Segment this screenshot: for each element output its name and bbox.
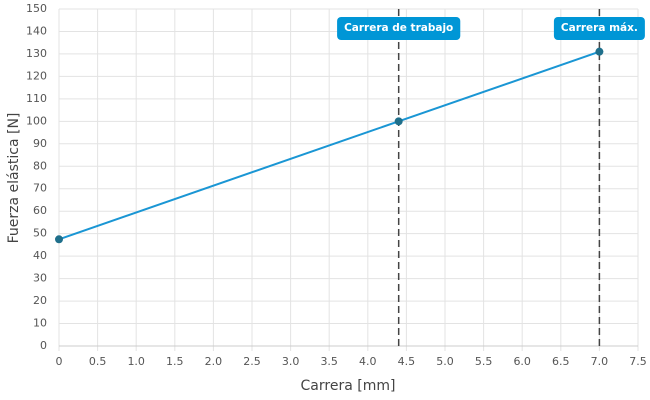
- x-tick-label: 2.5: [243, 355, 261, 368]
- y-tick-label: 110: [26, 92, 47, 105]
- x-tick-label: 4.5: [398, 355, 416, 368]
- point: [394, 117, 403, 126]
- y-tick-label: 50: [33, 227, 47, 240]
- x-tick-label: 1.5: [166, 355, 184, 368]
- x-tick-label: 3.5: [320, 355, 338, 368]
- annotation-label: Carrera de trabajo: [344, 22, 453, 34]
- x-tick-label: 0.5: [89, 355, 107, 368]
- y-tick-label: 140: [26, 24, 47, 37]
- y-tick-label: 80: [33, 159, 47, 172]
- x-tick-label: 5.5: [475, 355, 493, 368]
- y-tick-label: 120: [26, 69, 47, 82]
- point: [55, 235, 63, 244]
- x-axis-title: Carrera [mm]: [301, 378, 396, 394]
- y-tick-label: 0: [40, 339, 47, 352]
- y-tick-label: 100: [26, 114, 47, 127]
- x-tick-label: 5.0: [436, 355, 454, 368]
- y-axis-title: Fuerza elástica [N]: [6, 113, 22, 244]
- annotation: Carrera de trabajo: [337, 17, 461, 40]
- x-tick-label: 7.0: [591, 355, 609, 368]
- x-tick-label: 4.0: [359, 355, 377, 368]
- x-tick-label: 0: [56, 355, 63, 368]
- x-tick-label: 6.5: [552, 355, 570, 368]
- point: [595, 47, 604, 56]
- x-tick-label: 3.0: [282, 355, 300, 368]
- y-tick-label: 60: [33, 204, 47, 217]
- annotation-box: [337, 17, 461, 40]
- x-tick-label: 1.0: [127, 355, 145, 368]
- y-tick-label: 10: [33, 317, 47, 330]
- y-tick-label: 20: [33, 294, 47, 307]
- annotation-label: Carrera máx.: [561, 22, 638, 34]
- y-tick-label: 130: [26, 47, 47, 60]
- x-tick-label: 6.0: [513, 355, 531, 368]
- y-tick-label: 40: [33, 249, 47, 262]
- y-tick-label: 70: [33, 182, 47, 195]
- x-tick-label: 7.5: [629, 355, 647, 368]
- y-tick-label: 30: [33, 272, 47, 285]
- annotation: Carrera máx.: [553, 17, 645, 40]
- x-tick-label: 2.0: [205, 355, 223, 368]
- annotation-box: [553, 17, 645, 40]
- y-tick-label: 90: [33, 137, 47, 150]
- y-tick-label: 150: [26, 2, 47, 15]
